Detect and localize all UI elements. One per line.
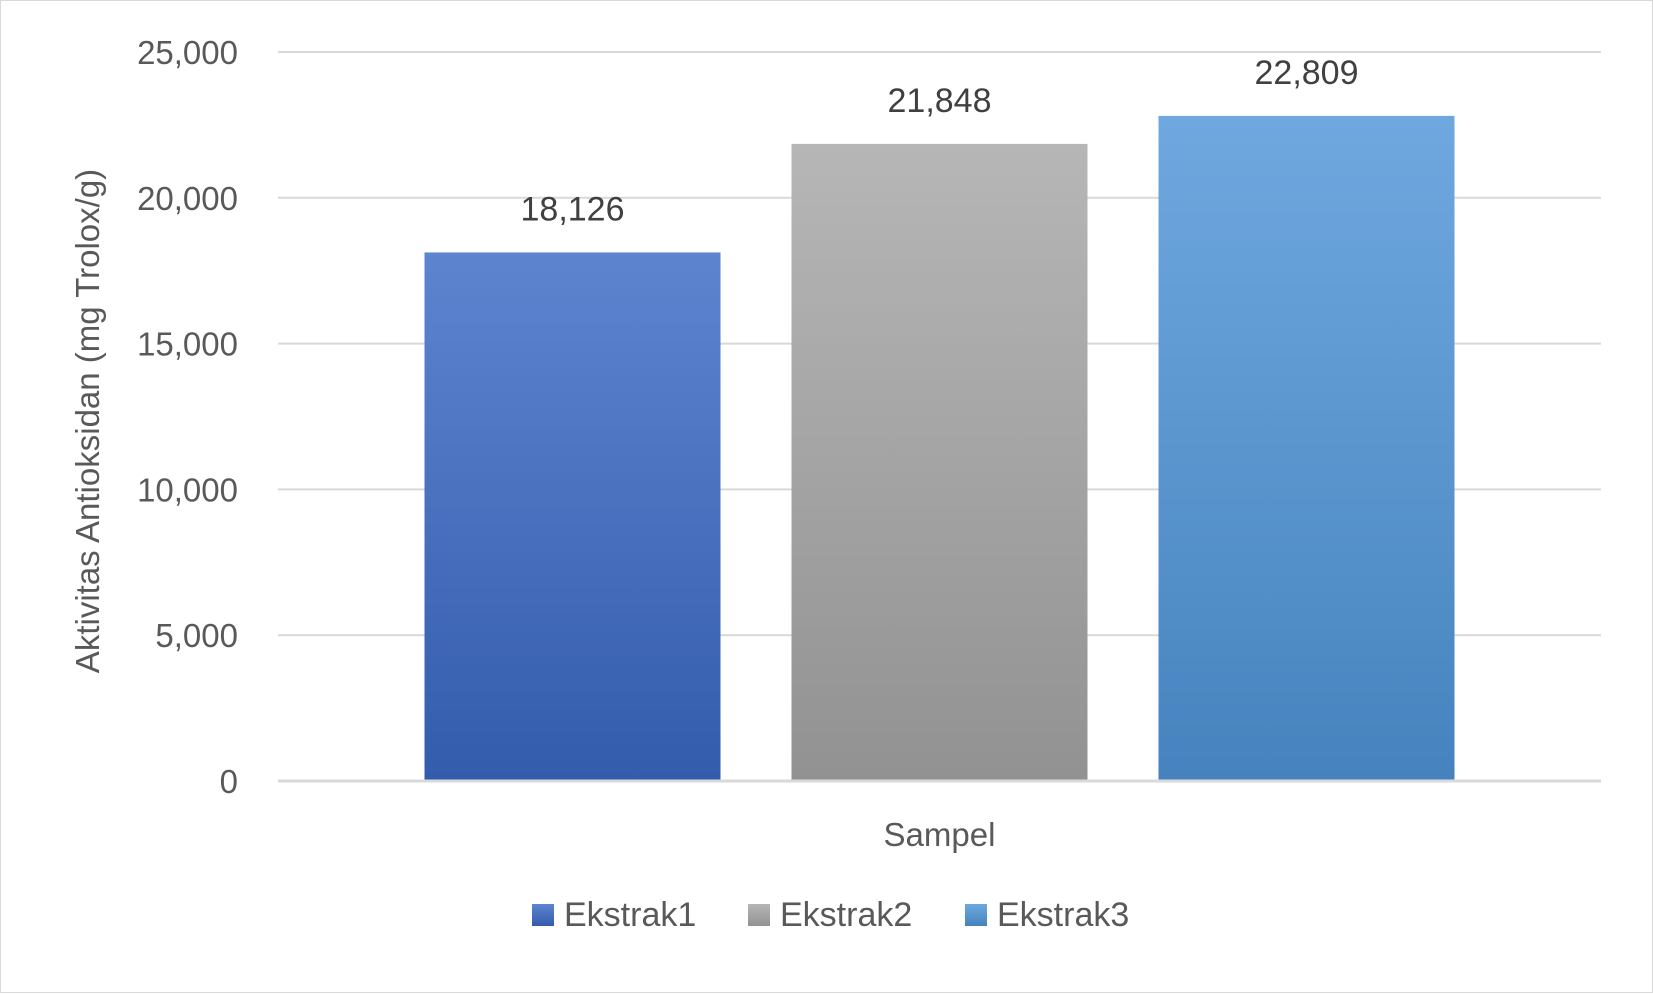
bar-ekstrak2 — [791, 143, 1088, 780]
legend-label-ekstrak3: Ekstrak3 — [997, 896, 1129, 934]
y-tick-label: 5,000 — [155, 617, 238, 654]
y-tick-label: 15,000 — [137, 326, 238, 363]
bars — [424, 115, 1455, 780]
legend-swatch-ekstrak3 — [965, 904, 987, 926]
legend-label-ekstrak1: Ekstrak1 — [564, 896, 696, 934]
x-axis-title: Sampel — [884, 816, 996, 853]
legend-label-ekstrak2: Ekstrak2 — [780, 896, 912, 934]
y-axis-title: Aktivitas Antioksidan (mg Trolox/g) — [69, 169, 106, 673]
y-tick-label: 0 — [220, 763, 238, 800]
data-label-ekstrak3: 22,809 — [1255, 54, 1359, 92]
bar-ekstrak1 — [424, 252, 721, 780]
y-axis-ticks: 0 5,000 10,000 15,000 20,000 25,000 — [137, 34, 238, 800]
y-tick-label: 10,000 — [137, 471, 238, 508]
data-labels: 18,126 21,848 22,809 — [521, 54, 1359, 229]
data-label-ekstrak1: 18,126 — [521, 190, 625, 228]
data-label-ekstrak2: 21,848 — [888, 82, 992, 120]
legend: Ekstrak1 Ekstrak2 Ekstrak3 — [532, 896, 1129, 934]
legend-swatch-ekstrak2 — [748, 904, 770, 926]
legend-swatch-ekstrak1 — [532, 904, 554, 926]
y-tick-label: 25,000 — [137, 34, 238, 71]
bar-ekstrak3 — [1158, 115, 1455, 780]
y-tick-label: 20,000 — [137, 180, 238, 217]
